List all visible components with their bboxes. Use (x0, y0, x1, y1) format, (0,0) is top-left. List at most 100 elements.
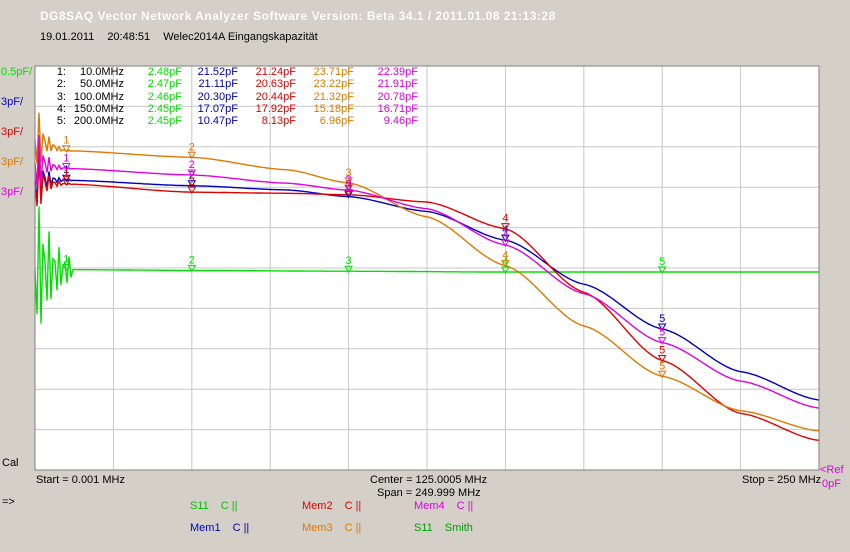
legend-item-3[interactable]: Mem2 C || (302, 500, 361, 512)
marker-triangle-2 (187, 186, 197, 195)
trace-line-3 (34, 155, 820, 442)
marker-number-3: 3 (346, 174, 352, 186)
marker-value: 17.92pF (255, 102, 296, 115)
marker-value: 17.07pF (197, 102, 238, 115)
marker-triangle-5 (657, 266, 667, 275)
marker-triangle-2 (187, 180, 197, 188)
marker-number: 4: (56, 102, 66, 115)
center-frequency: Center = 125.0005 MHz (370, 474, 488, 486)
legend-type: C || (344, 500, 362, 512)
grid-lines (35, 66, 819, 470)
marker-value: 20.30pF (197, 90, 238, 103)
marker-number-2: 2 (189, 141, 195, 153)
marker-triangle-5 (657, 355, 667, 363)
title-bar: DG8SAQ Vector Network Analyzer Software … (0, 0, 850, 30)
marker-number: 2: (56, 78, 66, 91)
marker-value: 16.71pF (377, 102, 418, 115)
legend-item-4[interactable]: Mem3 C || (302, 522, 361, 534)
marker-number-1: 1 (63, 152, 69, 164)
marker-number: 1: (56, 66, 66, 78)
marker-number-5: 5 (659, 345, 665, 357)
marker-value: 21.32pF (313, 90, 354, 103)
marker-frequency: 200.0MHz (73, 115, 124, 128)
marker-triangle-3 (344, 189, 353, 197)
legend-name: Mem3 (302, 522, 333, 534)
legend-name: Mem4 (414, 500, 445, 512)
cal-label: Cal (2, 457, 19, 469)
marker-triangle-5 (657, 370, 667, 379)
marker-triangle-4 (501, 260, 510, 268)
legend-name: S11 (190, 500, 209, 512)
marker-number-3: 3 (346, 255, 352, 267)
marker-triangle-5 (657, 323, 667, 331)
marker-number-1: 1 (63, 254, 69, 266)
legend-item-6[interactable]: S11 Smith (414, 522, 473, 534)
trace-line-5 (34, 135, 820, 409)
arrow-indicator: => (2, 496, 15, 508)
marker-frequency: 100.0MHz (73, 90, 124, 103)
legend-name: Mem1 (190, 522, 221, 534)
marker-frequency: 10.0MHz (79, 66, 124, 78)
legend-type: Smith (444, 522, 473, 534)
marker-value: 15.18pF (313, 102, 354, 115)
marker-triangle-3 (344, 265, 353, 274)
legend-type: C || (456, 500, 474, 512)
marker-triangle-1 (61, 178, 71, 186)
stop-frequency: Stop = 250 MHz (742, 474, 822, 486)
marker-number-4: 4 (502, 213, 508, 225)
marker-value: 22.39pF (377, 66, 418, 78)
legend-item-2[interactable]: Mem1 C || (190, 522, 249, 534)
marker-frequency: 150.0MHz (73, 102, 124, 115)
marker-value: 2.47pF (147, 78, 182, 91)
scale-label-3: 3pF/ (1, 126, 24, 138)
trace-line-1 (34, 206, 819, 324)
legend-item-1[interactable]: S11 C || (190, 500, 237, 512)
marker-number-3: 3 (346, 167, 352, 179)
marker-triangle-2 (187, 151, 197, 160)
marker-triangle-5 (657, 337, 667, 345)
marker-value: 21.91pF (377, 78, 418, 91)
marker-number: 3: (56, 90, 66, 103)
marker-triangle-2 (187, 264, 197, 273)
legend-type: C || (344, 522, 362, 534)
marker-triangle-4 (501, 239, 510, 247)
marker-triangle-4 (501, 223, 510, 231)
legend-type: C || (220, 500, 238, 512)
marker-number-4: 4 (502, 256, 508, 268)
marker-number-1: 1 (63, 135, 69, 147)
marker-triangle-3 (344, 177, 353, 185)
marker-value: 21.52pF (197, 66, 238, 78)
marker-number: 5: (56, 115, 66, 128)
marker-frequency: 50.0MHz (79, 78, 124, 91)
legend-item-5[interactable]: Mem4 C || (414, 500, 473, 512)
measurement-info: 19.01.2011 20:48:51 Welec2014A Eingangsk… (40, 31, 328, 43)
marker-value: 21.11pF (198, 78, 238, 91)
marker-value: 8.13pF (261, 115, 296, 128)
marker-number-2: 2 (189, 254, 195, 266)
span-frequency: Span = 249.999 MHz (377, 487, 481, 499)
marker-number-2: 2 (189, 176, 195, 188)
scale-label-5: 3pF/ (1, 186, 24, 198)
traces (34, 112, 820, 442)
marker-number-2: 2 (189, 159, 195, 171)
legend-name: S11 (414, 522, 433, 534)
legend-type: C || (232, 522, 250, 534)
scale-label-4: 3pF/ (1, 156, 24, 168)
measurement-name: Welec2014A Eingangskapazität (163, 31, 318, 43)
marker-triangle-4 (501, 234, 510, 243)
marker-triangle-1 (61, 174, 71, 183)
marker-value: 6.96pF (319, 115, 354, 128)
marker-value: 2.48pF (147, 66, 182, 78)
marker-value: 21.24pF (255, 66, 296, 78)
trace-line-4 (34, 112, 820, 432)
marker-value: 20.44pF (255, 90, 296, 103)
marker-triangle-1 (61, 162, 71, 171)
marker-value: 20.63pF (255, 78, 296, 91)
zero-label: 0pF (822, 478, 841, 490)
scale-label-2: 3pF/ (1, 96, 24, 108)
marker-value: 2.45pF (147, 115, 182, 128)
marker-number-4: 4 (502, 229, 508, 241)
legend-name: Mem2 (302, 500, 333, 512)
